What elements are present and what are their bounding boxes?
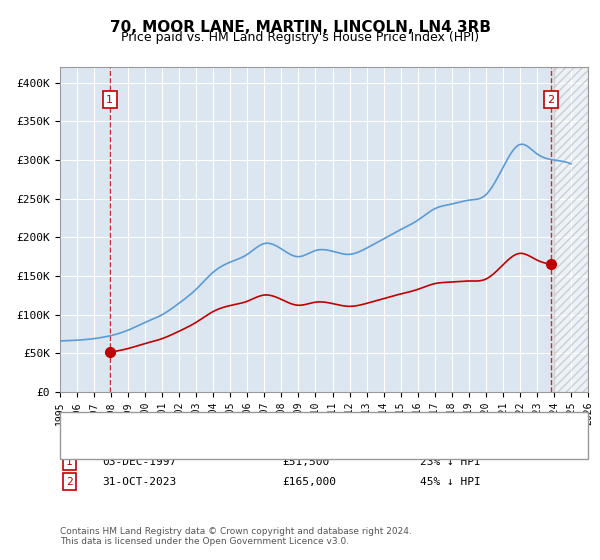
Text: 2: 2 [66,477,73,487]
Text: 23% ↓ HPI: 23% ↓ HPI [420,457,481,467]
Text: 45% ↓ HPI: 45% ↓ HPI [420,477,481,487]
Text: Contains HM Land Registry data © Crown copyright and database right 2024.
This d: Contains HM Land Registry data © Crown c… [60,526,412,546]
Text: 2: 2 [547,95,554,105]
Text: 31-OCT-2023: 31-OCT-2023 [102,477,176,487]
Text: 03-DEC-1997: 03-DEC-1997 [102,457,176,467]
Text: £51,500: £51,500 [282,457,329,467]
Text: 1: 1 [66,457,73,467]
Text: £165,000: £165,000 [282,477,336,487]
Text: 1: 1 [106,95,113,105]
Text: 70, MOOR LANE, MARTIN, LINCOLN, LN4 3RB (detached house): 70, MOOR LANE, MARTIN, LINCOLN, LN4 3RB … [102,417,480,427]
Text: —: — [78,433,90,452]
Text: HPI: Average price, detached house, North Kesteven: HPI: Average price, detached house, Nort… [102,437,439,447]
Text: —: — [78,412,90,431]
Text: 70, MOOR LANE, MARTIN, LINCOLN, LN4 3RB: 70, MOOR LANE, MARTIN, LINCOLN, LN4 3RB [110,20,491,35]
Bar [554,67,588,392]
Text: Price paid vs. HM Land Registry's House Price Index (HPI): Price paid vs. HM Land Registry's House … [121,31,479,44]
